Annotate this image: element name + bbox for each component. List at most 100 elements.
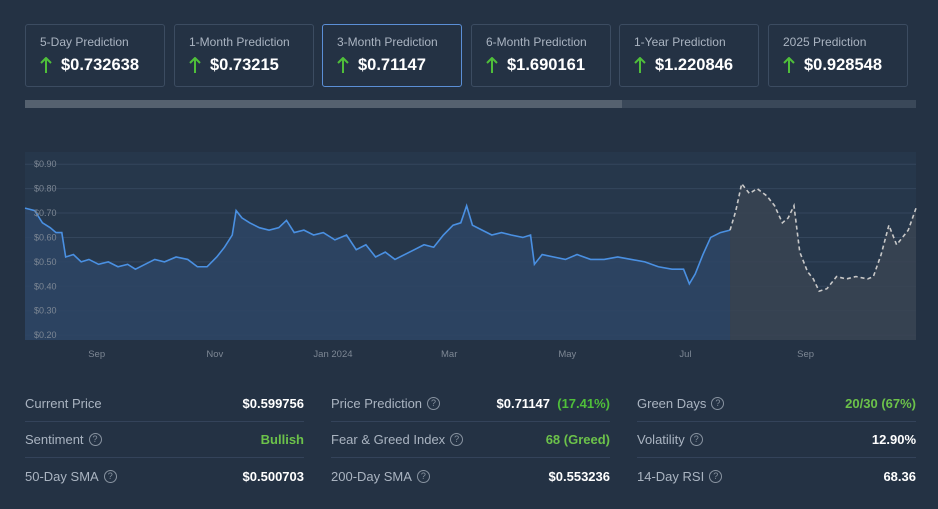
stat-value: $0.553236 [548,468,610,484]
stat-label: Price Prediction? [331,396,441,411]
stat-value: 68.36 [883,468,916,484]
prediction-value-row: $0.732638 [40,56,139,75]
stat-label: Current Price [25,396,102,411]
up-arrow-icon [337,57,349,73]
stat-sentiment: Sentiment? Bullish [25,422,304,458]
prediction-cards: 5-Day Prediction $0.732638 1-Month Predi… [25,24,916,87]
stat-label-text: 14-Day RSI [637,468,705,484]
prediction-card-2025[interactable]: 2025 Prediction $0.928548 [768,24,908,87]
stat-value: $0.500703 [242,468,304,484]
x-tick-label: Sep [88,349,105,360]
stats-column: Price Prediction? $0.71147 (17.41%) Fear… [331,386,610,494]
prediction-label: 2025 Prediction [783,35,867,49]
prediction-value: $1.690161 [507,56,585,74]
prediction-value: $0.73215 [210,56,279,74]
help-icon[interactable]: ? [711,397,725,410]
stat-label-text: 50-Day SMA [25,468,99,484]
x-tick-label: Nov [206,349,223,360]
stat-value: Bullish [260,432,304,447]
prediction-value-row: $0.73215 [189,56,279,75]
prediction-value: $0.928548 [804,56,882,74]
y-tick-label: $0.50 [34,257,57,267]
price-line [24,203,731,286]
prediction-label: 1-Month Prediction [189,35,290,49]
x-tick-label: May [558,349,576,360]
stat-label-text: 200-Day SMA [331,468,412,484]
y-tick-label: $0.70 [34,208,57,218]
stat-value: 20/30 (67%) [845,396,916,411]
y-tick-label: $0.40 [34,281,57,291]
stat-label-text: Volatility [637,432,685,447]
stat-green-days: Green Days? 20/30 (67%) [637,386,916,422]
y-tick-label: $0.90 [34,159,57,169]
help-icon[interactable]: ? [450,433,464,446]
stat-label-text: Fear & Greed Index [331,432,446,447]
stat-label: Fear & Greed Index? [331,432,464,447]
stat-label: 14-Day RSI? [637,468,723,484]
stat-value-percent: (17.41%) [557,396,610,411]
x-tick-label: Sep [797,349,814,360]
up-arrow-icon [189,57,201,73]
y-tick-label: $0.20 [34,330,57,340]
prediction-value-row: $1.690161 [486,56,585,75]
stat-current-price: Current Price $0.599756 [25,386,304,422]
stat-price-prediction: Price Prediction? $0.71147 (17.41%) [331,386,610,422]
stats-column: Current Price $0.599756 Sentiment? Bulli… [25,386,304,494]
prediction-card-5-day[interactable]: 5-Day Prediction $0.732638 [25,24,165,87]
help-icon[interactable]: ? [427,397,441,410]
prediction-card-6-month[interactable]: 6-Month Prediction $1.690161 [471,24,611,87]
help-icon[interactable]: ? [88,433,102,446]
y-tick-label: $0.30 [34,306,57,316]
prediction-card-1-month[interactable]: 1-Month Prediction $0.73215 [174,24,314,87]
stats-column: Green Days? 20/30 (67%) Volatility? 12.9… [637,386,916,494]
stat-value: 12.90% [871,432,916,447]
stat-label-text: Green Days [637,396,707,411]
prediction-label: 1-Year Prediction [634,35,726,49]
x-tick-label: Mar [441,349,457,360]
up-arrow-icon [486,57,498,73]
stat-label-text: Sentiment [25,432,84,447]
y-tick-label: $0.60 [34,232,57,242]
stat-14-day-rsi: 14-Day RSI? 68.36 [637,458,916,494]
range-slider-fill[interactable] [25,100,622,108]
range-slider-track[interactable] [25,100,916,108]
up-arrow-icon [40,57,52,73]
stat-label: Volatility? [637,432,703,447]
prediction-card-3-month[interactable]: 3-Month Prediction $0.71147 [322,24,462,87]
prediction-label: 5-Day Prediction [40,35,129,49]
stat-label: 50-Day SMA? [25,469,117,484]
stat-label: Sentiment? [25,432,102,447]
prediction-line [729,181,917,293]
help-icon[interactable]: ? [416,469,430,483]
stat-label-text: Price Prediction [331,396,423,411]
x-tick-label: Jan 2024 [313,349,352,360]
stat-value: $0.599756 [242,396,304,411]
stat-volatility: Volatility? 12.90% [637,422,916,458]
prediction-value-row: $0.928548 [783,56,882,75]
y-tick-label: $0.80 [34,184,57,194]
help-icon[interactable]: ? [103,469,117,483]
up-arrow-icon [634,57,646,73]
up-arrow-icon [783,57,795,73]
help-icon[interactable]: ? [689,433,703,446]
stat-50-day-sma: 50-Day SMA? $0.500703 [25,458,304,494]
price-chart: $0.90 $0.80 $0.70 $0.60 $0.50 $0.40 $0.30 $0.20… [0,140,938,370]
stat-value-text: $0.71147 [496,396,551,411]
prediction-label: 3-Month Prediction [337,35,438,49]
prediction-value-row: $1.220846 [634,56,733,75]
prediction-value: $1.220846 [655,56,733,74]
price-chart-svg: $0.90 $0.80 $0.70 $0.60 $0.50 $0.40 $0.30 $0.20… [24,152,917,360]
stat-label: Green Days? [637,396,725,411]
stat-value: 68 (Greed) [545,432,610,447]
stat-200-day-sma: 200-Day SMA? $0.553236 [331,458,610,494]
prediction-card-1-year[interactable]: 1-Year Prediction $1.220846 [619,24,759,87]
stat-label: 200-Day SMA? [331,469,430,484]
prediction-value: $0.71147 [358,56,426,74]
help-icon[interactable]: ? [709,469,723,483]
prediction-value: $0.732638 [61,56,139,74]
stat-label-text: Current Price [25,396,102,411]
x-tick-label: Jul [679,349,691,360]
prediction-label: 6-Month Prediction [486,35,587,49]
prediction-area [730,183,916,340]
prediction-value-row: $0.71147 [337,56,426,75]
